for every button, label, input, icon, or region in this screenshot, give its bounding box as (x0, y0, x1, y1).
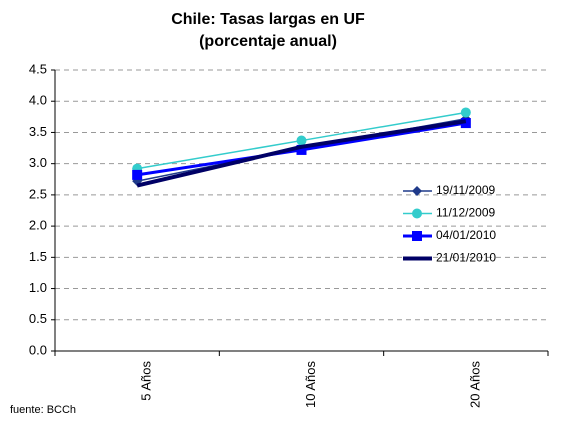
y-tick-label: 1.0 (29, 280, 47, 295)
y-tick-label: 0.5 (29, 311, 47, 326)
marker (412, 208, 422, 219)
y-tick-label: 3.5 (29, 124, 47, 139)
y-tick-label: 4.0 (29, 93, 47, 108)
marker (412, 231, 422, 241)
marker (296, 135, 307, 146)
chart-title: Chile: Tasas largas en UF (171, 11, 365, 28)
marker (132, 169, 143, 180)
y-tick-label: 2.5 (29, 186, 47, 201)
legend-label: 04/01/2010 (436, 228, 496, 242)
marker (296, 144, 307, 155)
x-tick-label: 10 Años (303, 361, 318, 408)
marker (460, 107, 471, 118)
chart-subtitle: (porcentaje anual) (199, 33, 337, 50)
y-tick-label: 2.0 (29, 218, 47, 233)
series-line (136, 119, 467, 188)
x-tick-label: 20 Años (467, 361, 482, 408)
marker (412, 186, 422, 196)
legend-label: 21/01/2010 (436, 251, 496, 265)
source-note: fuente: BCCh (10, 404, 76, 416)
y-tick-label: 0.0 (29, 342, 47, 357)
x-tick-label: 5 Años (139, 361, 154, 401)
y-tick-label: 1.5 (29, 249, 47, 264)
legend-label: 11/12/2009 (436, 206, 495, 220)
y-tick-label: 3.0 (29, 155, 47, 170)
y-tick-label: 4.5 (29, 61, 47, 76)
legend-label: 19/11/2009 (436, 183, 495, 197)
